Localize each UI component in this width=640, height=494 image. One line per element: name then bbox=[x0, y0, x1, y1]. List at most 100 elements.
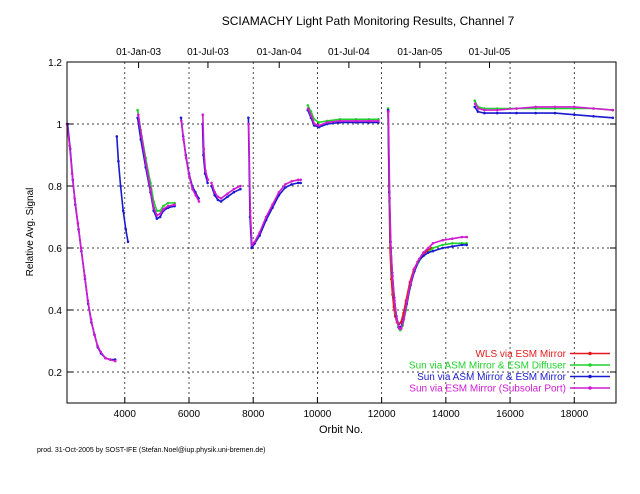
data-point bbox=[264, 215, 268, 219]
top-date-tick-label: 01-Jan-05 bbox=[397, 47, 442, 58]
data-point bbox=[70, 172, 74, 175]
data-point bbox=[162, 204, 165, 208]
y-tick-label: 1 bbox=[56, 120, 62, 131]
data-point bbox=[290, 183, 294, 186]
data-point bbox=[465, 235, 469, 239]
data-point bbox=[226, 195, 229, 199]
legend-label: Sun via ESM Mirror (Subsolar Port) bbox=[409, 384, 566, 395]
data-point bbox=[182, 138, 185, 141]
data-point bbox=[197, 200, 201, 203]
y-tick-label: 0.2 bbox=[48, 368, 62, 379]
data-point bbox=[93, 333, 96, 337]
data-point bbox=[219, 197, 223, 200]
top-date-tick-label: 01-Jul-03 bbox=[187, 47, 229, 58]
data-point bbox=[553, 105, 557, 109]
data-point bbox=[158, 209, 162, 213]
data-point bbox=[155, 217, 159, 220]
production-footer: prod. 31-Oct-2005 by SOST-IFE (Stefan.No… bbox=[37, 447, 266, 454]
data-point bbox=[299, 181, 303, 185]
series-line bbox=[137, 114, 175, 217]
top-date-tick-label: 01-Jan-03 bbox=[116, 47, 161, 58]
data-point bbox=[398, 327, 401, 330]
data-point bbox=[162, 207, 165, 211]
data-point bbox=[495, 108, 499, 112]
data-point bbox=[422, 251, 425, 254]
data-point bbox=[239, 184, 242, 188]
x-tick-label: 6000 bbox=[178, 409, 201, 420]
data-point bbox=[202, 147, 206, 151]
plot-frame bbox=[66, 61, 617, 404]
legend-entry: WLS via ESM Mirror bbox=[475, 349, 610, 360]
data-point bbox=[422, 254, 425, 258]
data-point bbox=[553, 111, 557, 115]
data-point bbox=[247, 116, 250, 120]
data-point bbox=[250, 246, 253, 250]
data-point bbox=[441, 238, 444, 242]
x-tick-label: 18000 bbox=[560, 409, 588, 420]
data-point bbox=[149, 187, 152, 191]
data-point bbox=[232, 190, 236, 194]
data-point bbox=[573, 105, 576, 109]
data-point bbox=[188, 175, 191, 178]
data-point bbox=[137, 113, 140, 116]
data-point bbox=[86, 299, 90, 303]
data-point bbox=[284, 186, 287, 189]
data-point bbox=[173, 203, 176, 206]
data-point bbox=[213, 190, 216, 194]
data-point bbox=[247, 122, 250, 126]
legend-label: Sun via ASM Mirror & ESM Diffuser bbox=[409, 361, 567, 372]
data-point bbox=[465, 243, 469, 247]
x-tick-label: 4000 bbox=[114, 409, 137, 420]
data-point bbox=[249, 209, 252, 213]
data-point bbox=[109, 358, 112, 361]
plot-series bbox=[65, 99, 615, 363]
data-point bbox=[426, 251, 430, 254]
data-point bbox=[377, 119, 380, 123]
data-point bbox=[201, 113, 205, 116]
data-point bbox=[250, 243, 254, 247]
x-tick-label: 16000 bbox=[496, 409, 524, 420]
data-point bbox=[592, 115, 595, 118]
legend-label: WLS via ESM Mirror bbox=[475, 349, 566, 360]
data-point bbox=[113, 359, 117, 363]
data-point bbox=[451, 245, 454, 248]
y-tick-label: 0.8 bbox=[48, 182, 62, 193]
data-point bbox=[140, 135, 143, 138]
data-point bbox=[73, 197, 76, 200]
chart-title: SCIAMACHY Light Path Monitoring Results,… bbox=[222, 14, 515, 28]
legend-entry: Sun via ESM Mirror (Subsolar Port) bbox=[409, 384, 610, 395]
data-point bbox=[338, 119, 342, 123]
data-point bbox=[388, 197, 392, 200]
data-point bbox=[158, 215, 162, 219]
data-point bbox=[325, 121, 329, 124]
data-point bbox=[155, 214, 159, 217]
legend-entry: Sun via ASM Mirror & ESM Mirror bbox=[417, 372, 610, 383]
data-point bbox=[258, 231, 261, 234]
data-point bbox=[136, 108, 139, 112]
data-point bbox=[179, 116, 183, 120]
data-point bbox=[166, 204, 170, 208]
data-point bbox=[191, 187, 194, 191]
data-point bbox=[126, 240, 130, 244]
x-axis-title: Orbit No. bbox=[319, 424, 363, 436]
data-point bbox=[216, 198, 220, 202]
data-point bbox=[194, 194, 197, 197]
y-tick-label: 0.4 bbox=[48, 306, 62, 317]
data-point bbox=[515, 111, 518, 115]
data-point bbox=[119, 184, 122, 188]
legend-swatch-marker bbox=[588, 386, 592, 390]
axes: 0.2 0.4 0.6 0.8 1 1.2 4000 6000 8000 10000 12000 14… bbox=[48, 47, 616, 420]
data-point bbox=[89, 318, 93, 321]
data-point bbox=[483, 111, 486, 115]
series-line bbox=[474, 106, 613, 119]
data-point bbox=[226, 192, 229, 195]
data-point bbox=[573, 113, 576, 116]
data-point bbox=[391, 274, 394, 278]
data-point bbox=[115, 135, 119, 138]
series-line bbox=[136, 117, 175, 220]
data-point bbox=[367, 119, 371, 123]
x-tick-label: 8000 bbox=[242, 409, 265, 420]
data-point bbox=[232, 187, 236, 191]
data-point bbox=[460, 243, 464, 247]
